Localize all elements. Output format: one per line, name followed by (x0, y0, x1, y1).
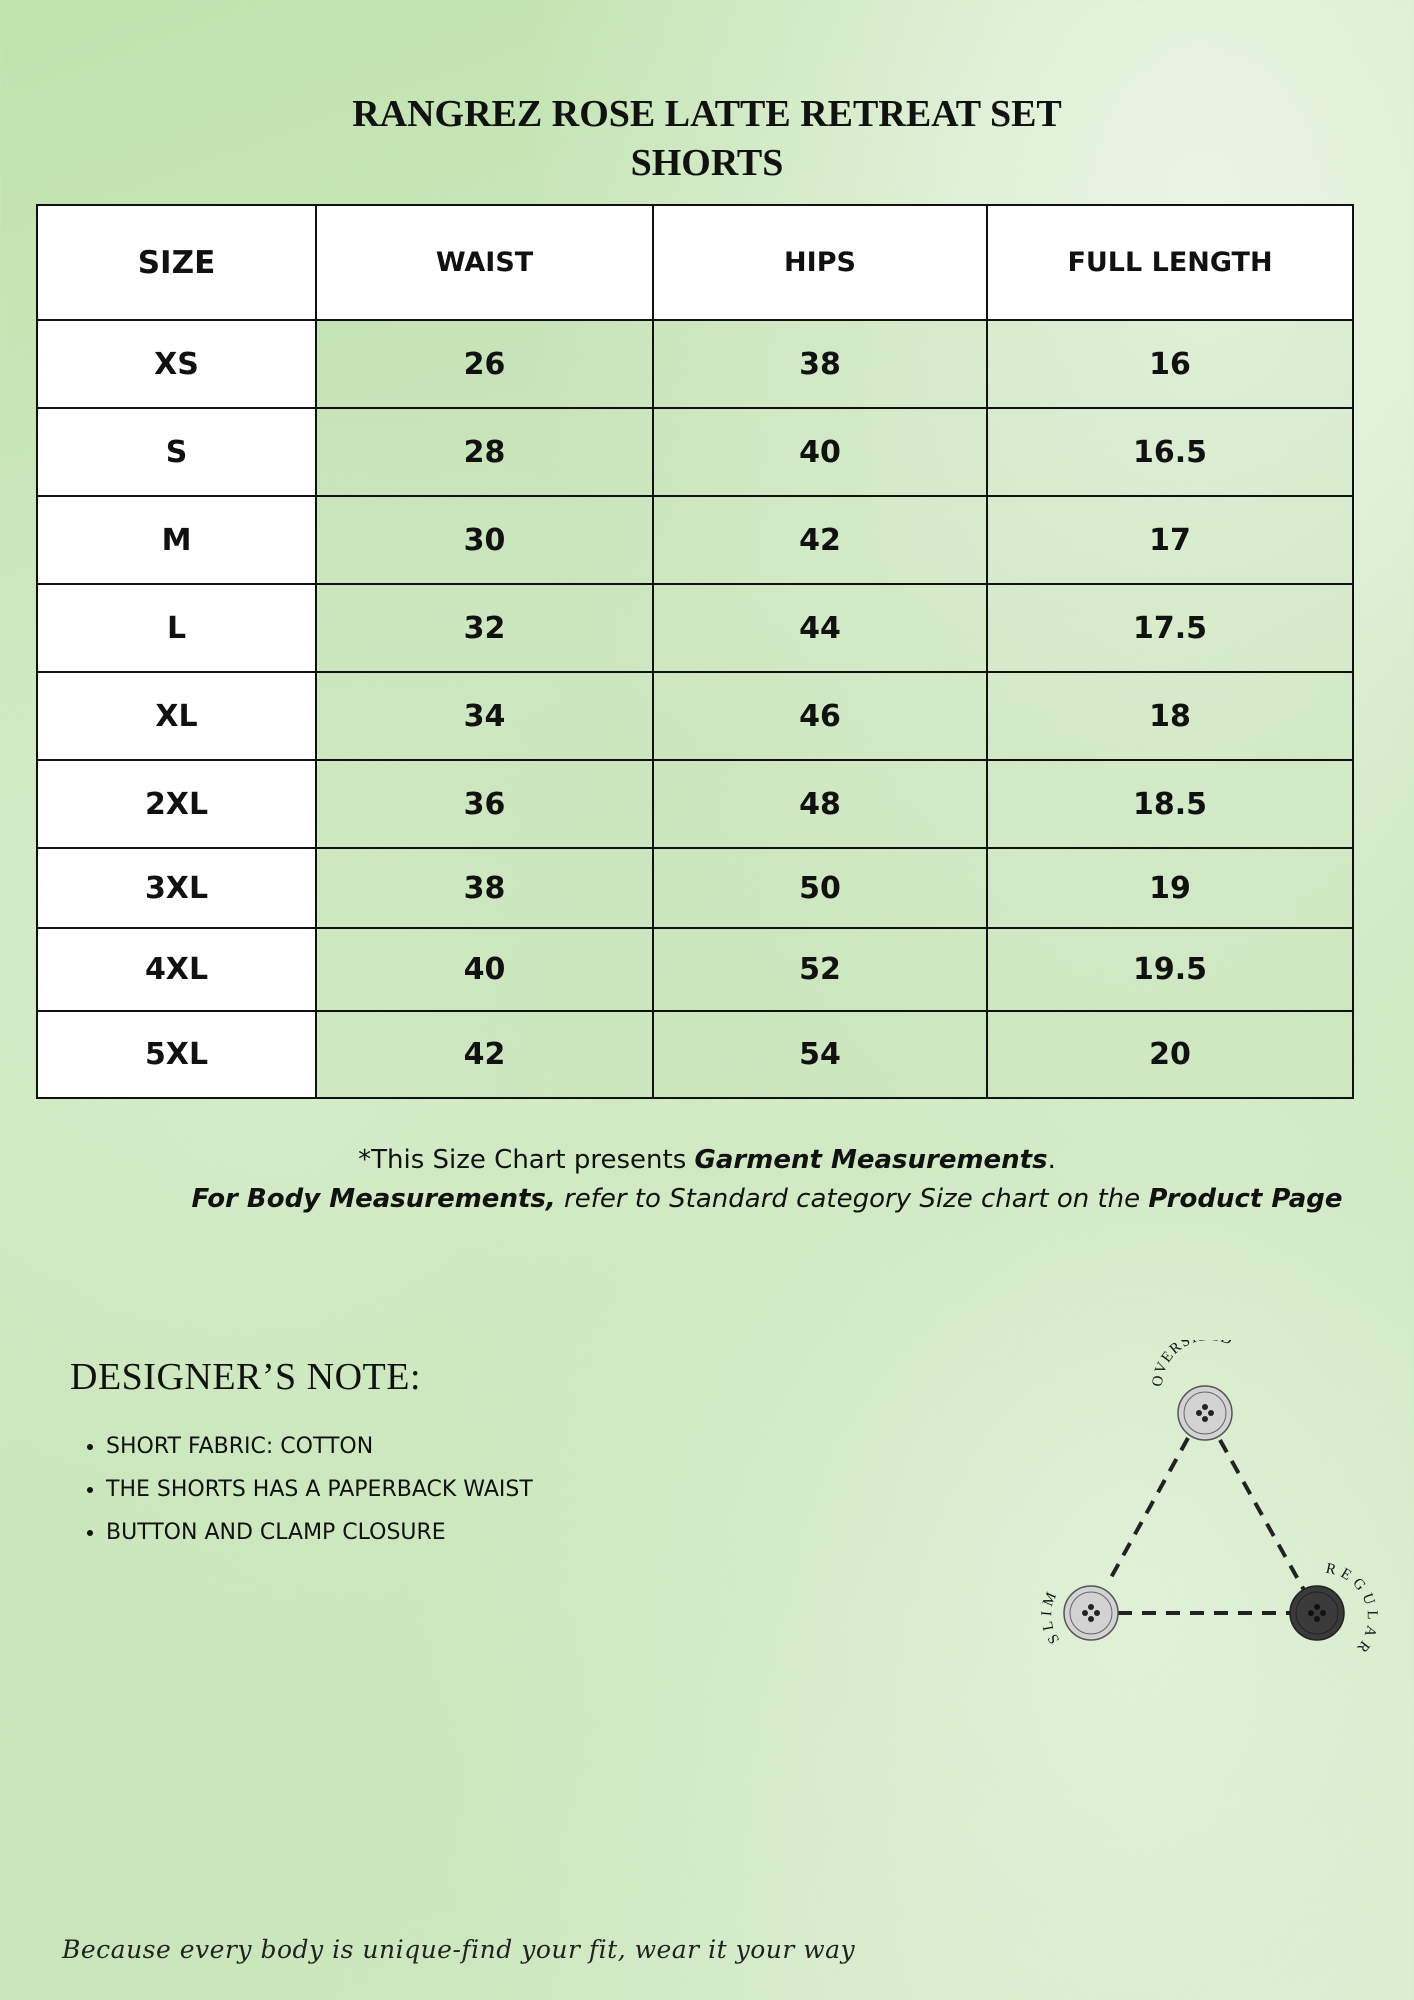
cell-full-length: 16.5 (986, 407, 1354, 497)
cell-size: S (36, 407, 317, 497)
designer-note-list: SHORT FABRIC: COTTON THE SHORTS HAS A PA… (70, 1432, 533, 1561)
garment-note: *This Size Chart presents Garment Measur… (0, 1145, 1414, 1175)
table-row: M 30 42 17 (36, 495, 1354, 585)
note-bold: For Body Measurements, (191, 1184, 556, 1214)
cell-size: 3XL (36, 847, 317, 929)
note-bold: Garment Measurements (694, 1145, 1048, 1175)
triangle-lines (1106, 1437, 1306, 1615)
cell-waist: 26 (315, 319, 654, 409)
title-line-2: SHORTS (630, 142, 784, 184)
table-row: S 28 40 16.5 (36, 407, 1354, 497)
table-row: 3XL 38 50 19 (36, 847, 1354, 929)
cell-size: 2XL (36, 759, 317, 849)
note-text: . (1047, 1145, 1056, 1175)
table-row: XS 26 38 16 (36, 319, 1354, 409)
cell-hips: 50 (652, 847, 988, 929)
cell-waist: 30 (315, 495, 654, 585)
cell-full-length: 17.5 (986, 583, 1354, 673)
cell-full-length: 19.5 (986, 927, 1354, 1012)
cell-waist: 36 (315, 759, 654, 849)
table-header-row: SIZE WAIST HIPS FULL LENGTH (36, 204, 1354, 321)
footer-tagline: Because every body is unique-find your f… (62, 1935, 856, 1964)
button-slim-icon (1063, 1585, 1119, 1641)
header-hips: HIPS (652, 204, 988, 321)
cell-hips: 48 (652, 759, 988, 849)
cell-hips: 46 (652, 671, 988, 761)
cell-size: L (36, 583, 317, 673)
cell-full-length: 19 (986, 847, 1354, 929)
note-text: *This Size Chart presents (358, 1145, 695, 1175)
designer-note-title: DESIGNER’S NOTE: (70, 1356, 422, 1398)
cell-hips: 42 (652, 495, 988, 585)
table-row: XL 34 46 18 (36, 671, 1354, 761)
table-row: L 32 44 17.5 (36, 583, 1354, 673)
size-chart-table: SIZE WAIST HIPS FULL LENGTH XS 26 38 16 S 28 4… (36, 204, 1354, 1099)
cell-size: XL (36, 671, 317, 761)
cell-hips: 54 (652, 1010, 988, 1099)
header-size: SIZE (36, 204, 317, 321)
body-note: For Body Measurements, refer to Standard… (60, 1184, 1414, 1214)
header-waist: WAIST (315, 204, 654, 321)
list-item: THE SHORTS HAS A PAPERBACK WAIST (106, 1475, 533, 1518)
cell-size: 5XL (36, 1010, 317, 1099)
cell-hips: 38 (652, 319, 988, 409)
cell-size: M (36, 495, 317, 585)
note-text: refer to Standard category Size chart on… (555, 1184, 1149, 1214)
cell-full-length: 18 (986, 671, 1354, 761)
cell-size: 4XL (36, 927, 317, 1012)
cell-size: XS (36, 319, 317, 409)
button-regular-icon (1289, 1585, 1345, 1641)
button-oversized-icon (1177, 1385, 1233, 1441)
label-oversized: OVERSIZED (1150, 1340, 1236, 1388)
cell-full-length: 17 (986, 495, 1354, 585)
title-line-1: RANGREZ ROSE LATTE RETREAT SET (352, 93, 1062, 135)
fit-diagram: OVERSIZED SLIM REGULAR (1039, 1340, 1375, 1659)
table-row: 4XL 40 52 19.5 (36, 927, 1354, 1012)
cell-waist: 42 (315, 1010, 654, 1099)
cell-full-length: 20 (986, 1010, 1354, 1099)
cell-full-length: 18.5 (986, 759, 1354, 849)
cell-waist: 32 (315, 583, 654, 673)
list-item: SHORT FABRIC: COTTON (106, 1432, 533, 1475)
cell-waist: 40 (315, 927, 654, 1012)
header-full-length: FULL LENGTH (986, 204, 1354, 321)
label-slim: SLIM (1039, 1586, 1063, 1646)
cell-hips: 52 (652, 927, 988, 1012)
cell-waist: 34 (315, 671, 654, 761)
note-bold: Product Page (1148, 1184, 1343, 1214)
table-row: 5XL 42 54 20 (36, 1010, 1354, 1099)
cell-waist: 38 (315, 847, 654, 929)
cell-full-length: 16 (986, 319, 1354, 409)
cell-hips: 40 (652, 407, 988, 497)
table-row: 2XL 36 48 18.5 (36, 759, 1354, 849)
cell-hips: 44 (652, 583, 988, 673)
cell-waist: 28 (315, 407, 654, 497)
list-item: BUTTON AND CLAMP CLOSURE (106, 1518, 533, 1561)
